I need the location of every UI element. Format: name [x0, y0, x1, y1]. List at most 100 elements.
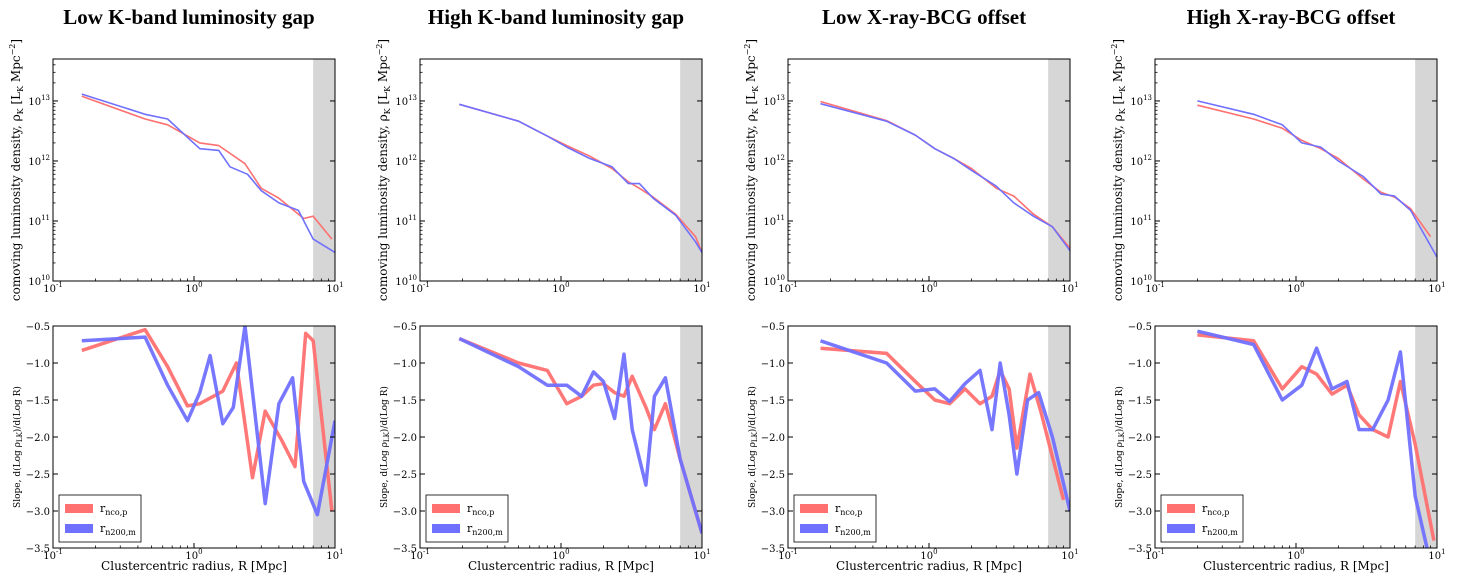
slope-ytick-label: −3.5	[761, 544, 785, 555]
density-frame	[1154, 58, 1438, 282]
density-xtick-label: 101	[693, 281, 710, 295]
density-line-red	[1197, 104, 1432, 238]
density-line-blue	[459, 103, 703, 253]
density-line-blue	[820, 102, 1071, 252]
slope-band-red	[458, 336, 702, 534]
slope-band-blue	[458, 337, 702, 534]
density-ylabel: comoving luminosity density, ρK [LK Mpc−…	[1110, 39, 1127, 301]
shaded-region	[680, 326, 702, 548]
slope-band-blue	[819, 339, 1070, 512]
density-xtick-label: 101	[1428, 281, 1445, 295]
slope-ytick-label: −1.5	[761, 396, 785, 407]
x-axis-label: Clustercentric radius, R [Mpc]	[468, 559, 654, 573]
shaded-region	[1048, 59, 1070, 281]
density-ylabel: comoving luminosity density, ρK [LK Mpc−…	[8, 39, 25, 301]
slope-ytick-label: −0.5	[26, 322, 50, 333]
panel-title: Low X-ray-BCG offset	[822, 5, 1026, 29]
slope-ytick-label: −3.0	[761, 507, 785, 518]
legend-swatch	[800, 504, 828, 513]
slope-xtick-label: 10-1	[778, 548, 798, 562]
legend-swatch	[65, 524, 93, 533]
slope-ytick-label: −0.5	[761, 322, 785, 333]
density-line-blue	[1197, 100, 1438, 258]
slope-plot: −0.5−1.0−1.5−2.0−2.5−3.0−3.510-1 100 101Sl…	[747, 322, 1079, 573]
slope-ytick-label: −2.0	[1128, 433, 1152, 444]
density-line-blue	[81, 93, 336, 254]
slope-ylabel: Slope, d(Log ρLK)/d(Log R)	[1114, 386, 1126, 508]
slope-ylabel: Slope, d(Log ρLK)/d(Log R)	[12, 386, 24, 508]
density-ytick-label: 1013	[763, 94, 785, 108]
density-xtick-label: 10-1	[410, 281, 430, 295]
panel-4: High X-ray-BCG offset101010111012101310-…	[1110, 5, 1446, 573]
slope-ytick-label: −2.0	[393, 433, 417, 444]
density-ytick-label: 1011	[1130, 214, 1152, 228]
panel-title: Low K-band luminosity gap	[63, 5, 315, 29]
density-ytick-label: 1011	[395, 214, 417, 228]
slope-ytick-label: −1.5	[393, 396, 417, 407]
slope-xtick-label: 101	[1061, 548, 1078, 562]
density-line-red	[459, 103, 703, 253]
slope-ytick-label: −2.0	[761, 433, 785, 444]
slope-band-blue	[1196, 329, 1429, 548]
density-xtick-label: 10-1	[43, 281, 63, 295]
slope-ytick-label: −2.0	[26, 433, 50, 444]
slope-ytick-label: −0.5	[393, 322, 417, 333]
legend-swatch	[432, 524, 460, 533]
legend-swatch	[65, 504, 93, 513]
density-ylabel: comoving luminosity density, ρK [LK Mpc−…	[743, 39, 760, 301]
legend-box	[793, 494, 877, 543]
density-ytick-label: 1011	[28, 214, 50, 228]
slope-ytick-label: −3.0	[26, 507, 50, 518]
panel-1: Low K-band luminosity gap101010111012101…	[8, 5, 344, 573]
legend-box	[1160, 494, 1244, 543]
density-xtick-label: 101	[326, 281, 343, 295]
slope-xtick-label: 10-1	[43, 548, 63, 562]
legend-box	[58, 494, 142, 543]
slope-ytick-label: −2.5	[393, 470, 417, 481]
density-frame	[419, 58, 703, 282]
slope-ytick-label: −2.5	[26, 470, 50, 481]
slope-ytick-label: −1.5	[26, 396, 50, 407]
density-ytick-label: 1011	[763, 214, 785, 228]
slope-plot: −0.5−1.0−1.5−2.0−2.5−3.0−3.510-1 100 101Sl…	[1114, 322, 1446, 573]
slope-plot: −0.5−1.0−1.5−2.0−2.5−3.0−3.510-1 100 101Sl…	[12, 322, 344, 573]
shaded-region	[313, 59, 335, 281]
slope-band-red	[820, 346, 1066, 501]
slope-ytick-label: −3.0	[1128, 507, 1152, 518]
x-axis-label: Clustercentric radius, R [Mpc]	[1203, 559, 1389, 573]
panel-3: Low X-ray-BCG offset101010111012101310-1…	[743, 5, 1079, 573]
x-axis-label: Clustercentric radius, R [Mpc]	[836, 559, 1022, 573]
density-xtick-label: 101	[1061, 281, 1078, 295]
density-ytick-label: 1012	[28, 154, 50, 168]
slope-ytick-label: −0.5	[1128, 322, 1152, 333]
slope-ytick-label: −2.5	[761, 470, 785, 481]
panel-title: High X-ray-BCG offset	[1187, 5, 1396, 29]
panel-2: High K-band luminosity gap10101011101210…	[375, 5, 711, 573]
slope-xtick-label: 10-1	[410, 548, 430, 562]
density-xtick-label: 100	[1287, 281, 1304, 295]
density-xtick-label: 10-1	[778, 281, 798, 295]
slope-xtick-label: 101	[693, 548, 710, 562]
legend-box	[425, 494, 509, 543]
slope-ylabel: Slope, d(Log ρLK)/d(Log R)	[747, 386, 759, 508]
density-ytick-label: 1012	[1130, 154, 1152, 168]
density-ytick-label: 1012	[395, 154, 417, 168]
slope-ytick-label: −1.0	[761, 359, 785, 370]
slope-ytick-label: −1.0	[1128, 359, 1152, 370]
density-ytick-label: 1012	[763, 154, 785, 168]
slope-plot: −0.5−1.0−1.5−2.0−2.5−3.0−3.510-1 100 101Sl…	[379, 322, 711, 573]
slope-ytick-label: −3.0	[393, 507, 417, 518]
density-line-red	[81, 95, 333, 240]
slope-ytick-label: −3.5	[1128, 544, 1152, 555]
slope-ytick-label: −2.5	[1128, 470, 1152, 481]
slope-ytick-label: −1.0	[26, 359, 50, 370]
slope-ytick-label: −3.5	[26, 544, 50, 555]
density-ytick-label: 1013	[1130, 94, 1152, 108]
panel-title: High K-band luminosity gap	[428, 5, 684, 29]
